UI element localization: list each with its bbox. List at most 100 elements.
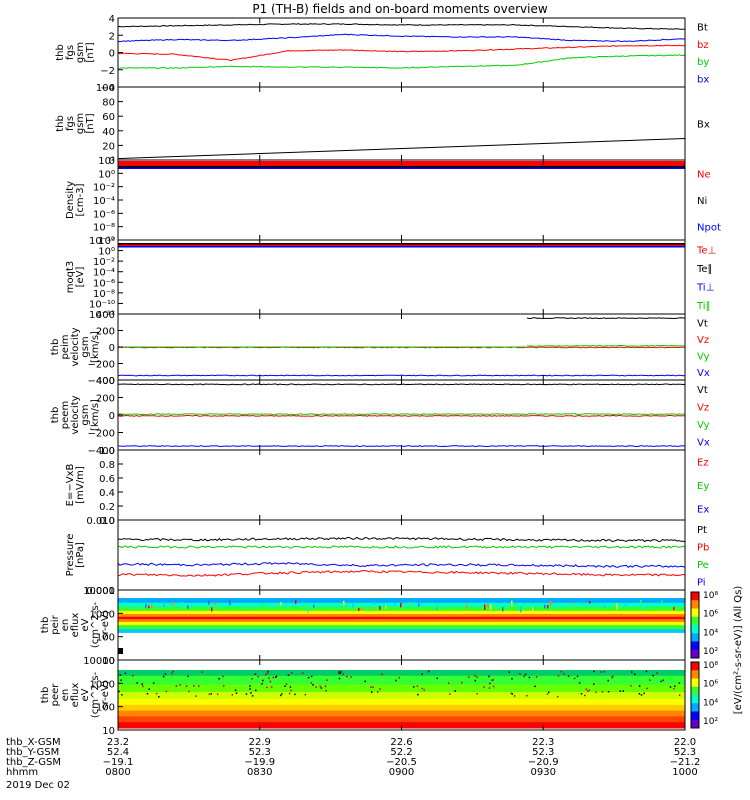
spectrogram-speck: [214, 602, 216, 606]
y-axis-label: thbpeimvelocitygsm[km/s]: [50, 327, 101, 366]
x-row-value: 1000: [672, 767, 697, 778]
spectrogram-speck: [592, 683, 595, 685]
x-row-value: 52.2: [390, 747, 412, 758]
spectrogram-speck: [120, 679, 122, 682]
y-tick-label: 1000: [90, 679, 115, 690]
x-row-value: 52.3: [249, 747, 271, 758]
spectrogram-speck: [172, 670, 174, 673]
spectrogram-speck: [338, 670, 341, 673]
y-axis-label-line: eV: [80, 688, 91, 701]
spectrogram-speck: [255, 689, 257, 692]
legend-Ey: Ey: [697, 481, 709, 492]
legend-Vt: Vt: [697, 318, 708, 329]
colorbar-swatch: [691, 686, 699, 696]
y-axis-label-line: [km/s]: [90, 331, 101, 363]
series-line-Vt: [526, 317, 686, 320]
spectrogram-band: [118, 625, 685, 630]
spectrogram-speck: [251, 695, 254, 697]
spectrogram-speck: [557, 674, 560, 677]
y-tick-label: 10⁻¹⁰: [89, 299, 115, 310]
spectrogram-speck: [567, 675, 570, 678]
colorbar-swatch: [691, 625, 699, 634]
y-axis-label-line: velocity: [70, 327, 81, 366]
y-axis-label-line: moqt3: [65, 261, 76, 294]
y-axis-label-line: Pressure: [65, 534, 76, 577]
colorbar-swatch: [691, 633, 699, 642]
colorbar: 10⁸ 10⁶ 10⁴ 10²: [690, 591, 718, 659]
spectrogram-speck: [119, 674, 122, 676]
spectrogram-speck: [398, 676, 401, 679]
spectrogram-speck: [338, 677, 341, 680]
spectrogram-speck: [524, 673, 527, 676]
panel-fgs_gsm: thbfgsgsm[nT] 4 2 0 −2 −4 Bt bz by bx: [55, 14, 709, 94]
spectrogram-speck: [513, 695, 516, 697]
panel-frame: [117, 379, 686, 451]
colorbar-swatch: [691, 592, 699, 601]
spectrogram-speck: [181, 601, 183, 608]
spectrogram-speck: [643, 692, 645, 695]
y-tick-label: 0: [109, 49, 115, 60]
spectrogram-speck: [534, 685, 536, 688]
spectrogram-speck: [601, 691, 604, 693]
x-axis-labels: thb_X-GSM 23.2 22.9 22.6 22.3 22.0 thb_Y-GSM 52…: [6, 737, 700, 791]
spectrogram-speck: [185, 685, 188, 688]
spectrogram-speck: [211, 607, 213, 612]
spectrogram-speck: [449, 693, 451, 695]
spectrogram-speck: [427, 670, 430, 673]
spectrogram-speck: [118, 605, 120, 608]
spectrogram-speck: [487, 604, 489, 608]
spectrogram-speck: [412, 602, 414, 606]
series-line-Pt: [117, 536, 686, 543]
spectrogram-speck: [656, 672, 658, 674]
series-line-by: [117, 54, 686, 69]
x-row-label: thb_Z-GSM: [6, 757, 61, 768]
y-tick-label: 0.4: [99, 488, 115, 499]
spectrogram-speck: [195, 695, 197, 697]
spectrogram-speck: [484, 604, 486, 611]
spectrogram-speck: [400, 602, 402, 608]
spectrogram-speck: [643, 606, 645, 610]
spectrogram-speck: [326, 679, 328, 681]
spectrogram-speck: [136, 682, 138, 684]
panel-fgs_gsm_bx: thbfgsgsm[nT] 100 80 60 40 20 0 Bx: [55, 83, 710, 167]
y-axis-label-line: fgs: [65, 116, 76, 131]
series-line-Vy: [526, 344, 686, 347]
y-tick-label: 400: [96, 310, 115, 321]
spectrogram-speck: [652, 674, 654, 677]
y-axis-label-line: peim: [60, 334, 71, 359]
spectrogram-speck: [262, 679, 264, 682]
spectrogram-speck: [578, 682, 581, 684]
spectrogram-speck: [288, 692, 291, 695]
spectrogram-speck: [208, 600, 210, 605]
colorbar-tick-label: 10⁴: [703, 698, 718, 708]
spectrogram-speck: [588, 689, 591, 691]
spectrogram-band: [118, 670, 685, 677]
spectrogram-speck: [436, 606, 438, 611]
spectrogram-speck: [234, 689, 237, 691]
x-row-value: 52.4: [107, 747, 129, 758]
y-axis-label-line: [eV]: [75, 267, 86, 288]
y-axis-label-line: peem: [60, 401, 71, 429]
x-row-value: 52.3: [532, 747, 554, 758]
spectrogram-speck: [307, 607, 309, 613]
x-row-value: 52.3: [674, 747, 696, 758]
spectrogram-speck: [474, 679, 477, 682]
spectrogram-speck: [474, 675, 476, 677]
x-row-label: thb_X-GSM: [6, 737, 61, 748]
x-row-value: 22.6: [390, 737, 412, 748]
legend-Ti∥: Ti∥: [696, 301, 711, 312]
spectrogram-speck: [638, 692, 641, 695]
y-axis-label-line: Density: [65, 181, 76, 219]
spectrogram-speck: [519, 673, 521, 675]
spectrogram-speck: [223, 603, 225, 608]
y-axis-label: Density[cm-3]: [65, 181, 86, 219]
spectrogram-speck: [342, 673, 344, 676]
x-row-value: 22.0: [674, 737, 696, 748]
series-line-Tiperp: [118, 246, 685, 248]
spectrogram-speck: [585, 688, 588, 690]
spectrogram-speck: [325, 690, 327, 692]
colorbar-tick-label: 10⁶: [703, 610, 718, 620]
y-axis-label-line: gsm: [75, 42, 86, 63]
spectrogram-speck: [310, 675, 313, 678]
spectrogram-speck: [576, 675, 579, 678]
